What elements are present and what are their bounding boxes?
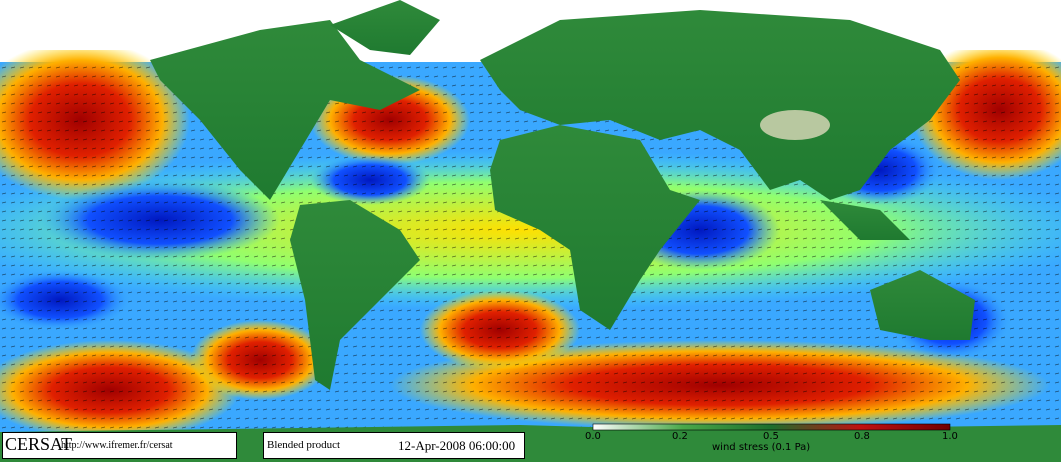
colorbar-tick-label: 0.0 xyxy=(585,431,601,442)
url: http://www.ifremer.fr/cersat xyxy=(61,440,173,451)
product-box: Blended product 12-Apr-2008 06:00:00 xyxy=(263,432,525,459)
land xyxy=(150,0,975,390)
colorbar-tick-label: 0.8 xyxy=(854,431,870,442)
credits-box: CERSAT http://www.ifremer.fr/cersat xyxy=(2,432,237,459)
colorbar-tick-label: 0.5 xyxy=(763,431,779,442)
product: Blended product xyxy=(267,439,341,451)
colorbar xyxy=(592,423,951,431)
colorbar-label: wind stress (0.1 Pa) xyxy=(712,442,811,453)
logo: CERSAT xyxy=(5,434,73,454)
plateau xyxy=(760,110,830,140)
wind-field xyxy=(0,40,1061,440)
date: 12-Apr-2008 06:00:00 xyxy=(398,438,516,453)
colorbar-tick-label: 0.2 xyxy=(672,431,688,442)
colorbar-tick-label: 1.0 xyxy=(942,431,958,442)
